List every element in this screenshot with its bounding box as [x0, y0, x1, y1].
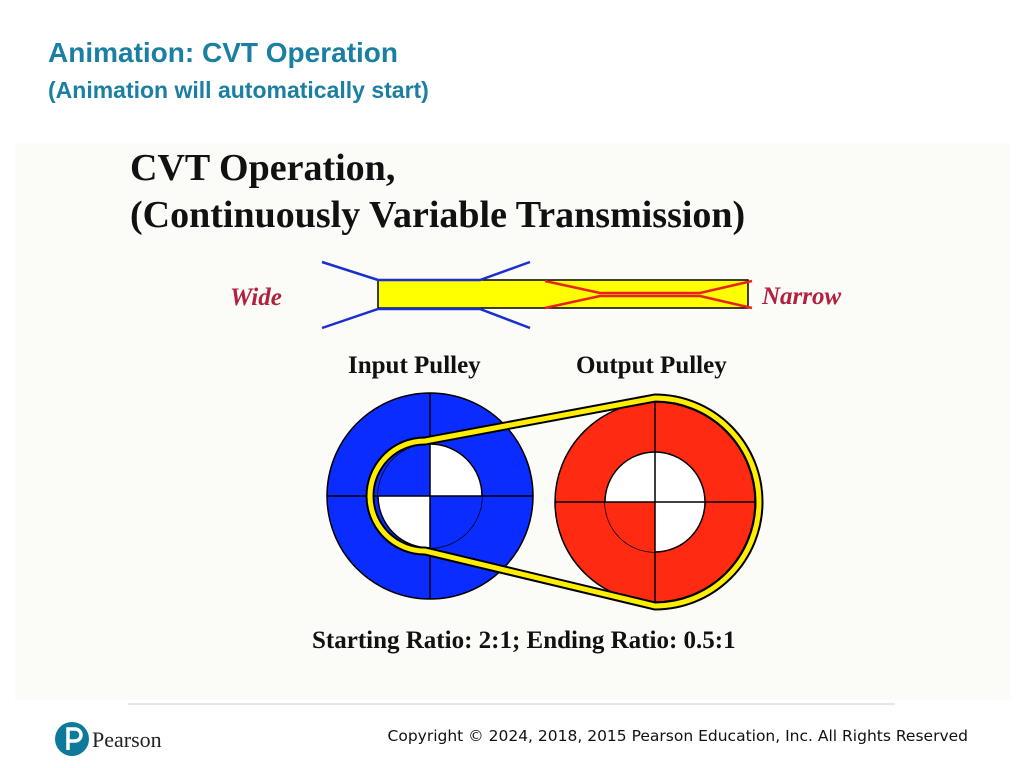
slide-subtitle: (Animation will automatically start) — [48, 77, 429, 103]
ratio-text: Starting Ratio: 2:1; Ending Ratio: 0.5:1 — [312, 627, 736, 654]
diagram-title: (Continuously Variable Transmission) — [130, 194, 745, 236]
wide-sheave — [321, 260, 531, 282]
output-label: Output Pulley — [576, 352, 727, 379]
logo-text: Pearson — [92, 727, 162, 752]
narrow-sheave — [544, 294, 753, 310]
narrow-label: Narrow — [761, 283, 842, 310]
wide-sheave — [321, 307, 531, 330]
logo-mark — [55, 722, 89, 756]
slide-title: Animation: CVT Operation — [48, 37, 398, 68]
logo-letter — [66, 727, 83, 750]
diagram-title: CVT Operation, — [130, 147, 395, 189]
copyright: Copyright © 2024, 2018, 2015 Pearson Edu… — [388, 727, 968, 745]
wide-label: Wide — [230, 284, 282, 311]
output-pulley — [554, 401, 756, 603]
input-pulley — [326, 392, 534, 600]
belt — [365, 393, 764, 611]
input-label: Input Pulley — [348, 352, 481, 379]
narrow-sheave — [544, 279, 753, 295]
